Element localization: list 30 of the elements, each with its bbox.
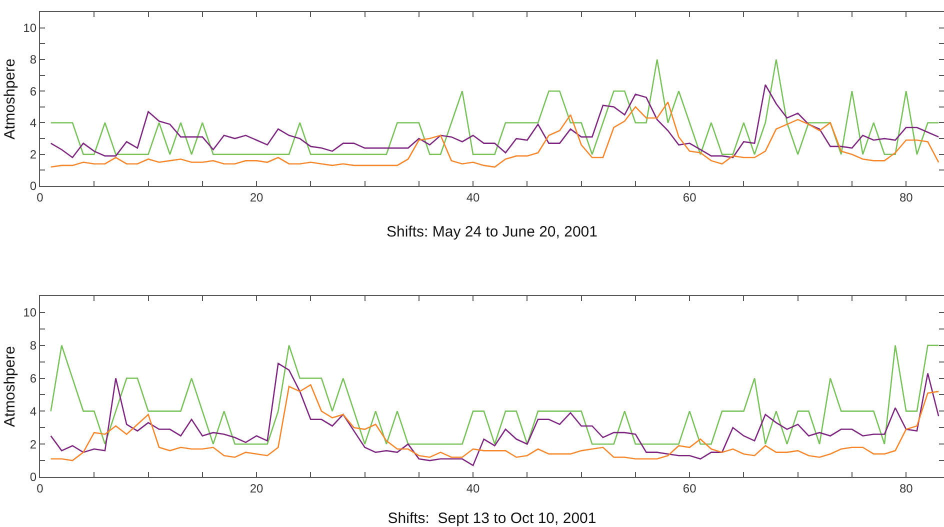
y-tick-label: 6 [30,84,37,98]
line-series [50,362,940,466]
y-tick-label: 10 [23,21,37,36]
x-tick-label: 80 [899,482,914,496]
x-tick-label: 80 [899,190,914,204]
line-series [50,344,940,445]
y-tick-label: 6 [30,371,37,386]
x-tick-label: 40 [466,482,480,496]
x-tick-label: 20 [250,482,264,496]
x-tick-label: 20 [250,190,264,204]
x-tick-label: 40 [466,190,480,204]
y-tick-label: 8 [30,52,37,67]
y-axis-title: Atmoshpere [1,346,18,427]
y-tick-label: 2 [30,437,37,452]
x-tick-label: 60 [682,190,697,204]
line-series [50,58,940,156]
y-tick-label: 8 [30,338,37,353]
y-tick-label: 0 [30,470,37,484]
x-tick-label: 60 [682,482,697,496]
x-axis-title: Shifts: Sept 13 to Oct 10, 2001 [388,510,596,527]
line-series [50,84,940,158]
line-series [50,102,940,168]
line-series [50,384,940,462]
y-tick-label: 4 [30,404,37,418]
y-axis-title: Atmoshpere [1,58,18,140]
y-tick-label: 2 [30,148,37,162]
y-tick-label: 4 [30,116,37,130]
y-tick-label: 10 [23,306,37,320]
y-tick-label: 0 [30,179,37,194]
x-axis-title: Shifts: May 24 to June 20, 2001 [386,224,598,240]
